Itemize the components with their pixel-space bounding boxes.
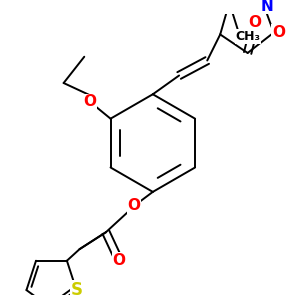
Text: N: N <box>261 0 274 14</box>
Text: CH₃: CH₃ <box>236 30 261 43</box>
Text: O: O <box>112 253 125 268</box>
Text: O: O <box>272 25 285 40</box>
Text: O: O <box>128 199 140 214</box>
Text: O: O <box>83 94 96 109</box>
Text: S: S <box>70 281 83 299</box>
Text: O: O <box>249 15 262 30</box>
